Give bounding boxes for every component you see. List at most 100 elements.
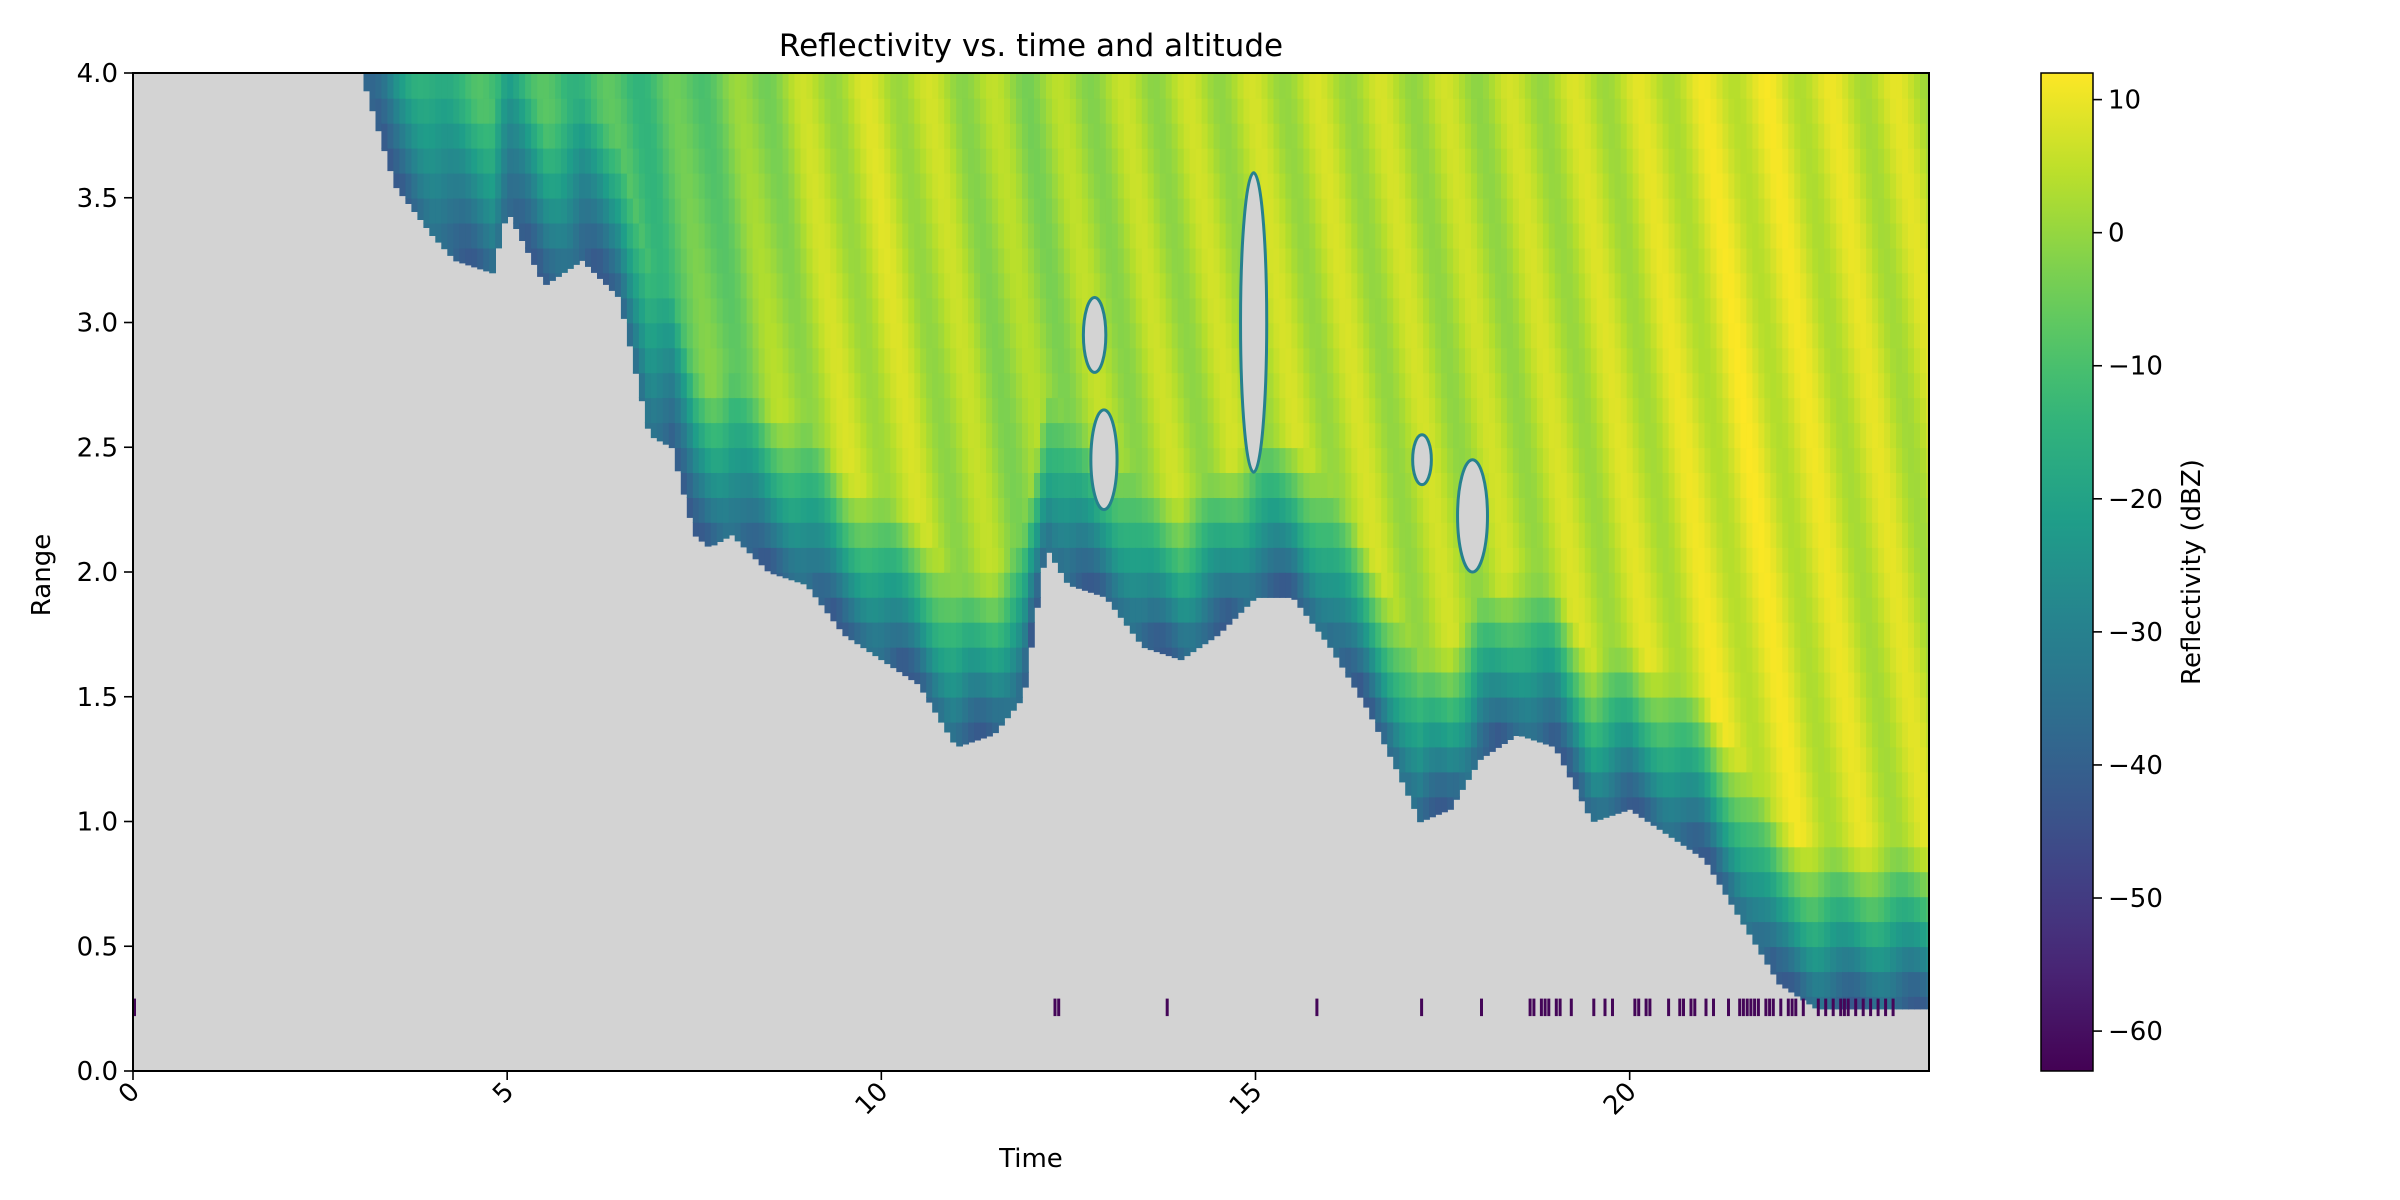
heatmap-cell	[1129, 322, 1137, 349]
heatmap-cell	[1483, 646, 1490, 673]
heatmap-cell	[1267, 97, 1275, 124]
heatmap-cell	[908, 172, 916, 199]
heatmap-cell	[1016, 547, 1023, 573]
heatmap-cell	[1465, 422, 1472, 449]
heatmap-cell	[1650, 372, 1658, 399]
heatmap-cell	[1429, 347, 1436, 374]
heatmap-cell	[1590, 172, 1598, 199]
heatmap-cell	[1393, 73, 1400, 99]
heatmap-cell	[1123, 547, 1131, 573]
heatmap-cell	[1435, 522, 1442, 548]
heatmap-cell	[650, 347, 658, 374]
heatmap-cell	[704, 422, 712, 449]
heatmap-cell	[1566, 522, 1574, 548]
heatmap-cell	[1501, 222, 1508, 249]
heatmap-cell	[902, 671, 910, 677]
heatmap-cell	[674, 222, 682, 249]
heatmap-cell	[1129, 272, 1137, 299]
heatmap-cell	[1387, 322, 1394, 349]
heatmap-cell	[1752, 372, 1760, 399]
heatmap-cell	[1512, 347, 1520, 374]
heatmap-cell	[1548, 696, 1556, 723]
heatmap-cell	[579, 97, 586, 124]
heatmap-cell	[1674, 547, 1682, 573]
heatmap-cell	[1219, 122, 1227, 149]
heatmap-cell	[1411, 572, 1418, 598]
heatmap-cell	[920, 247, 927, 274]
heatmap-cell	[1650, 122, 1658, 149]
heatmap-cell	[1309, 472, 1317, 498]
heatmap-cell	[992, 97, 999, 124]
heatmap-cell	[626, 222, 634, 249]
heatmap-cell	[1477, 646, 1484, 673]
heatmap-cell	[1303, 222, 1311, 249]
heatmap-cell	[818, 547, 826, 573]
heatmap-cell	[998, 646, 1005, 673]
heatmap-cell	[1554, 322, 1562, 349]
heatmap-cell	[1530, 347, 1538, 374]
heatmap-cell	[722, 522, 730, 539]
heatmap-cell	[1057, 247, 1065, 274]
heatmap-cell	[1632, 696, 1640, 723]
heatmap-cell	[1315, 596, 1323, 623]
heatmap-cell	[1554, 122, 1562, 149]
heatmap-cell	[1650, 297, 1658, 324]
heatmap-cell	[1614, 696, 1622, 723]
heatmap-cell	[1159, 621, 1167, 648]
heatmap-cell	[890, 547, 898, 573]
heatmap-cell	[1459, 247, 1466, 274]
heatmap-cell	[1111, 222, 1119, 249]
heatmap-cell	[968, 646, 975, 673]
heatmap-cell	[1123, 272, 1131, 299]
heatmap-cell	[1273, 122, 1281, 149]
heatmap-cell	[1650, 721, 1658, 748]
heatmap-cell	[1309, 621, 1317, 624]
heatmap-cell	[1417, 97, 1424, 124]
heatmap-cell	[483, 222, 490, 249]
heatmap-cell	[824, 172, 832, 199]
heatmap-cell	[1435, 796, 1442, 815]
heatmap-cell	[1435, 322, 1442, 349]
heatmap-cell	[1734, 796, 1742, 823]
heatmap-cell	[1674, 472, 1682, 498]
heatmap-cell	[1423, 297, 1430, 324]
heatmap-cell	[1357, 272, 1365, 299]
heatmap-cell	[1668, 73, 1676, 99]
heatmap-cell	[1560, 272, 1568, 299]
heatmap-cell	[908, 596, 916, 623]
heatmap-cell	[1668, 497, 1676, 523]
heatmap-cell	[1716, 547, 1724, 573]
heatmap-cell	[848, 197, 856, 224]
heatmap-cell	[1554, 721, 1562, 748]
heatmap-cell	[758, 547, 766, 566]
heatmap-cell	[1111, 297, 1119, 324]
heatmap-cell	[1524, 172, 1532, 199]
heatmap-cell	[1716, 646, 1724, 673]
heatmap-cell	[1177, 547, 1185, 573]
heatmap-cell	[507, 97, 514, 124]
heatmap-cell	[1237, 172, 1245, 199]
heatmap-cell	[884, 247, 892, 274]
heatmap-cell	[1321, 147, 1329, 174]
heatmap-cell	[1261, 447, 1269, 473]
heatmap-cell	[1578, 522, 1586, 548]
heatmap-cell	[812, 447, 820, 473]
heatmap-cell	[1722, 796, 1730, 823]
heatmap-cell	[1105, 347, 1113, 374]
heatmap-cell	[1698, 122, 1706, 149]
heatmap-cell	[1471, 746, 1478, 770]
heatmap-cell	[764, 397, 772, 424]
heatmap-cell	[1429, 596, 1436, 623]
heatmap-cell	[1471, 97, 1478, 124]
heatmap-cell	[1207, 172, 1215, 199]
heatmap-cell	[1483, 97, 1490, 124]
heatmap-cell	[1213, 447, 1221, 473]
heatmap-cell	[1093, 247, 1101, 274]
heatmap-cell	[1524, 472, 1532, 498]
heatmap-cell	[1656, 397, 1664, 424]
heatmap-cell	[962, 172, 969, 199]
heatmap-cell	[1644, 172, 1652, 199]
heatmap-cell	[1081, 197, 1089, 224]
heatmap-cell	[1495, 322, 1502, 349]
heatmap-cell	[1740, 197, 1748, 224]
